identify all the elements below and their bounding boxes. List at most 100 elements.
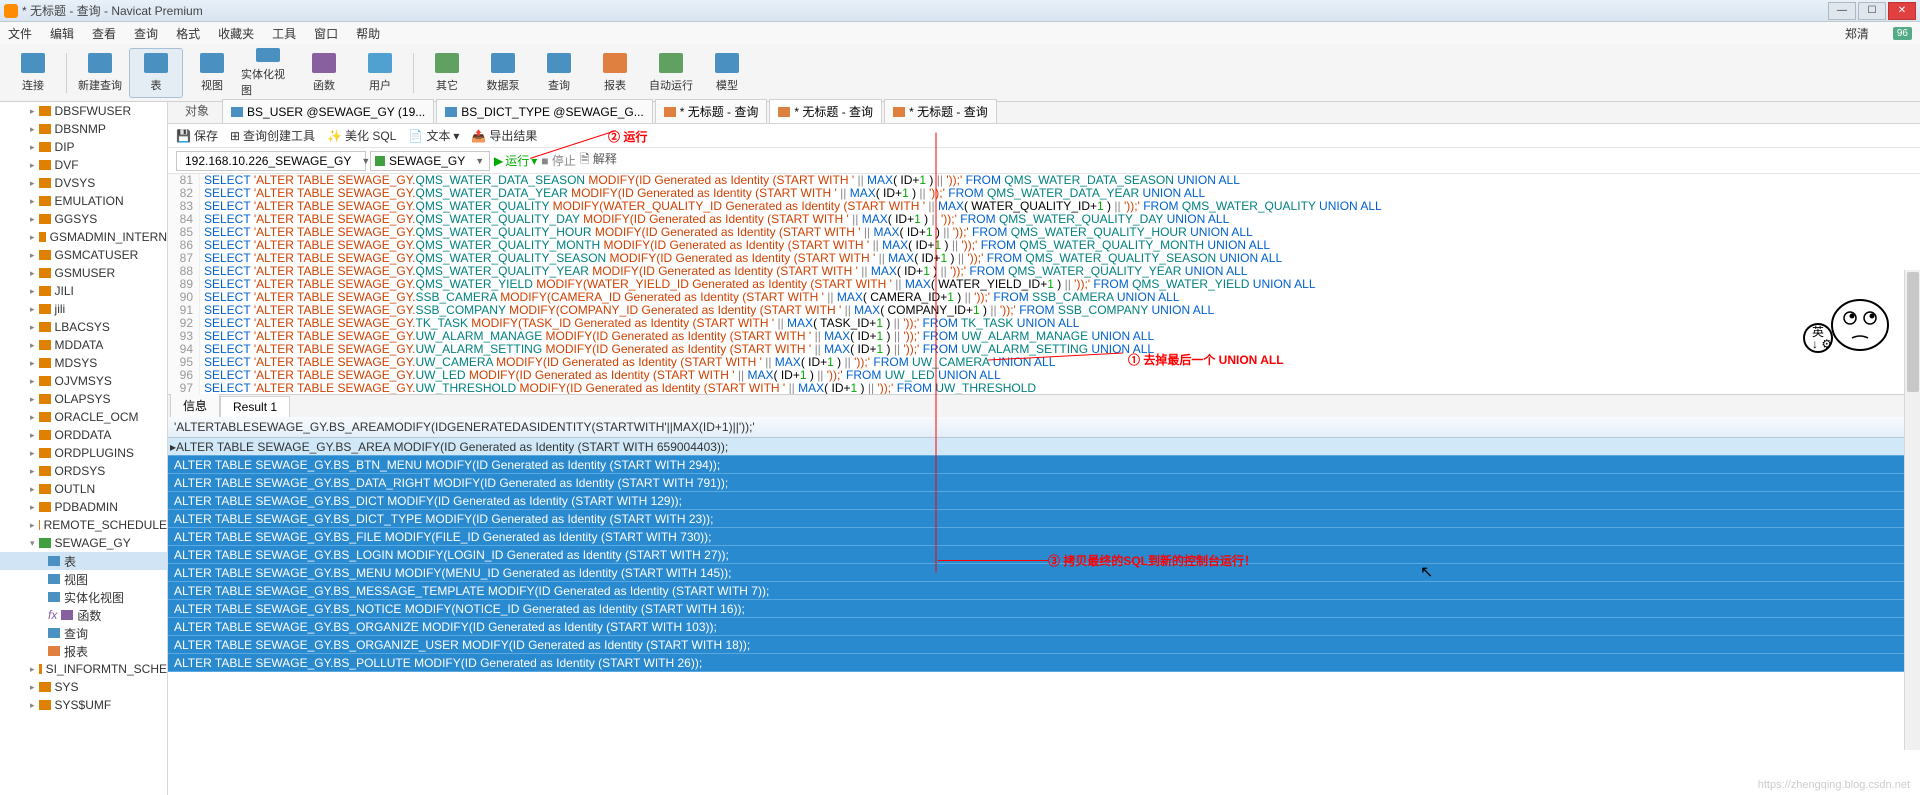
tab-result-1[interactable]: Result 1 (220, 396, 290, 417)
tree-item-DVF[interactable]: ▸ DVF (0, 156, 167, 174)
tree-item-DBSFWUSER[interactable]: ▸ DBSFWUSER (0, 102, 167, 120)
grid-row[interactable]: ALTER TABLE SEWAGE_GY.BS_POLLUTE MODIFY(… (168, 654, 1920, 672)
tree-item-表[interactable]: 表 (0, 552, 167, 570)
tree-item-SI_INFORMTN_SCHE[interactable]: ▸ SI_INFORMTN_SCHE (0, 660, 167, 678)
menu-query[interactable]: 查询 (134, 25, 158, 42)
toolbar-函数[interactable]: 函数 (297, 48, 351, 98)
save-button[interactable]: 💾保存 (176, 127, 218, 144)
tree-item-函数[interactable]: fx函数 (0, 606, 167, 624)
toolbar-连接[interactable]: 连接 (6, 48, 60, 98)
sql-editor[interactable]: 81SELECT 'ALTER TABLE SEWAGE_GY.QMS_WATE… (168, 174, 1920, 394)
tree-item-实体化视图[interactable]: 实体化视图 (0, 588, 167, 606)
toolbar-新建查询[interactable]: 新建查询 (73, 48, 127, 98)
tree-item-OLAPSYS[interactable]: ▸ OLAPSYS (0, 390, 167, 408)
text-button[interactable]: 📄文本 ▾ (408, 127, 459, 144)
connection-tree[interactable]: ▸ DBSFWUSER▸ DBSNMP▸ DIP▸ DVF▸ DVSYS▸ EM… (0, 102, 168, 795)
tree-item-REMOTE_SCHEDULE[interactable]: ▸ REMOTE_SCHEDULE (0, 516, 167, 534)
tree-item-GGSYS[interactable]: ▸ GGSYS (0, 210, 167, 228)
tree-item-视图[interactable]: 视图 (0, 570, 167, 588)
tree-item-MDSYS[interactable]: ▸ MDSYS (0, 354, 167, 372)
menu-window[interactable]: 窗口 (314, 25, 338, 42)
grid-row[interactable]: ▸ ALTER TABLE SEWAGE_GY.BS_AREA MODIFY(I… (168, 438, 1920, 456)
grid-row[interactable]: ALTER TABLE SEWAGE_GY.BS_MENU MODIFY(MEN… (168, 564, 1920, 582)
scroll-thumb[interactable] (1907, 272, 1919, 392)
tree-item-OUTLN[interactable]: ▸ OUTLN (0, 480, 167, 498)
explain-button[interactable]: 🗎 解释 (580, 150, 617, 171)
code-line[interactable]: SELECT 'ALTER TABLE SEWAGE_GY.UW_THRESHO… (200, 382, 1036, 394)
tree-item-SYS$UMF[interactable]: ▸ SYS$UMF (0, 696, 167, 714)
tree-item-MDDATA[interactable]: ▸ MDDATA (0, 336, 167, 354)
grid-column-header[interactable]: 'ALTERTABLESEWAGE_GY.BS_AREAMODIFY(IDGEN… (168, 417, 1920, 438)
toolbar-数据泵[interactable]: 数据泵 (476, 48, 530, 98)
tree-item-DVSYS[interactable]: ▸ DVSYS (0, 174, 167, 192)
doc-tab[interactable]: BS_DICT_TYPE @SEWAGE_G... (436, 99, 652, 123)
toolbar-模型[interactable]: 模型 (700, 48, 754, 98)
minimize-button[interactable]: — (1828, 2, 1856, 20)
doc-tab[interactable]: * 无标题 - 查询 (655, 99, 768, 123)
notification-badge[interactable]: 96 (1893, 27, 1912, 40)
doc-tab[interactable]: * 无标题 - 查询 (769, 99, 882, 123)
toolbar-实体化视图[interactable]: 实体化视图 (241, 48, 295, 98)
doc-tab[interactable]: * 无标题 - 查询 (884, 99, 997, 123)
grid-row[interactable]: ALTER TABLE SEWAGE_GY.BS_LOGIN MODIFY(LO… (168, 546, 1920, 564)
menu-favorites[interactable]: 收藏夹 (218, 25, 254, 42)
tree-item-ORDDATA[interactable]: ▸ ORDDATA (0, 426, 167, 444)
tree-item-LBACSYS[interactable]: ▸ LBACSYS (0, 318, 167, 336)
tree-item-jili[interactable]: ▸ jili (0, 300, 167, 318)
tree-item-EMULATION[interactable]: ▸ EMULATION (0, 192, 167, 210)
tree-item-ORDSYS[interactable]: ▸ ORDSYS (0, 462, 167, 480)
tab-messages[interactable]: 信息 (170, 393, 220, 417)
toolbar-报表[interactable]: 报表 (588, 48, 642, 98)
tree-item-ORACLE_OCM[interactable]: ▸ ORACLE_OCM (0, 408, 167, 426)
vertical-scrollbar[interactable] (1904, 270, 1920, 750)
toolbar-其它[interactable]: 其它 (420, 48, 474, 98)
grid-row[interactable]: ALTER TABLE SEWAGE_GY.BS_DICT MODIFY(ID … (168, 492, 1920, 510)
menu-help[interactable]: 帮助 (356, 25, 380, 42)
tab-objects[interactable]: 对象 (174, 98, 220, 123)
tree-label: SYS$UMF (55, 698, 112, 712)
run-button[interactable]: ▶运行 ▾ (494, 152, 537, 169)
tree-item-OJVMSYS[interactable]: ▸ OJVMSYS (0, 372, 167, 390)
export-button[interactable]: 📤导出结果 (471, 127, 537, 144)
toolbar-自动运行[interactable]: 自动运行 (644, 48, 698, 98)
tree-item-GSMADMIN_INTERN[interactable]: ▸ GSMADMIN_INTERN (0, 228, 167, 246)
server-selector[interactable]: 192.168.10.226_SEWAGE_GY ▼ (176, 151, 366, 171)
grid-row[interactable]: ALTER TABLE SEWAGE_GY.BS_FILE MODIFY(FIL… (168, 528, 1920, 546)
tree-item-JILI[interactable]: ▸ JILI (0, 282, 167, 300)
grid-row[interactable]: ALTER TABLE SEWAGE_GY.BS_NOTICE MODIFY(N… (168, 600, 1920, 618)
grid-row[interactable]: ALTER TABLE SEWAGE_GY.BS_ORGANIZE_USER M… (168, 636, 1920, 654)
tree-item-报表[interactable]: 报表 (0, 642, 167, 660)
grid-row[interactable]: ALTER TABLE SEWAGE_GY.BS_BTN_MENU MODIFY… (168, 456, 1920, 474)
grid-row[interactable]: ALTER TABLE SEWAGE_GY.BS_MESSAGE_TEMPLAT… (168, 582, 1920, 600)
close-button[interactable]: ✕ (1888, 2, 1916, 20)
stop-button[interactable]: ■ 停止 (541, 152, 576, 169)
menu-edit[interactable]: 编辑 (50, 25, 74, 42)
grid-row[interactable]: ALTER TABLE SEWAGE_GY.BS_DICT_TYPE MODIF… (168, 510, 1920, 528)
toolbar-查询[interactable]: 查询 (532, 48, 586, 98)
toolbar-视图[interactable]: 视图 (185, 48, 239, 98)
query-builder-button[interactable]: ⊞查询创建工具 (230, 127, 315, 144)
tree-item-查询[interactable]: 查询 (0, 624, 167, 642)
toolbar-用户[interactable]: 用户 (353, 48, 407, 98)
tree-item-GSMUSER[interactable]: ▸ GSMUSER (0, 264, 167, 282)
doc-tab[interactable]: BS_USER @SEWAGE_GY (19... (222, 99, 434, 123)
beautify-sql-button[interactable]: ✨美化 SQL (327, 127, 396, 144)
schema-selector[interactable]: SEWAGE_GY ▼ (370, 151, 490, 171)
user-name[interactable]: 郑清 (1845, 25, 1869, 42)
menu-file[interactable]: 文件 (8, 25, 32, 42)
tree-item-PDBADMIN[interactable]: ▸ PDBADMIN (0, 498, 167, 516)
result-grid[interactable]: 'ALTERTABLESEWAGE_GY.BS_AREAMODIFY(IDGEN… (168, 417, 1920, 795)
tree-item-DIP[interactable]: ▸ DIP (0, 138, 167, 156)
tree-item-DBSNMP[interactable]: ▸ DBSNMP (0, 120, 167, 138)
tree-item-SYS[interactable]: ▸ SYS (0, 678, 167, 696)
menu-format[interactable]: 格式 (176, 25, 200, 42)
tree-item-GSMCATUSER[interactable]: ▸ GSMCATUSER (0, 246, 167, 264)
tree-item-ORDPLUGINS[interactable]: ▸ ORDPLUGINS (0, 444, 167, 462)
grid-row[interactable]: ALTER TABLE SEWAGE_GY.BS_DATA_RIGHT MODI… (168, 474, 1920, 492)
tree-item-SEWAGE_GY[interactable]: ▾ SEWAGE_GY (0, 534, 167, 552)
menu-tools[interactable]: 工具 (272, 25, 296, 42)
menu-view[interactable]: 查看 (92, 25, 116, 42)
maximize-button[interactable]: ☐ (1858, 2, 1886, 20)
toolbar-表[interactable]: 表 (129, 48, 183, 98)
grid-row[interactable]: ALTER TABLE SEWAGE_GY.BS_ORGANIZE MODIFY… (168, 618, 1920, 636)
